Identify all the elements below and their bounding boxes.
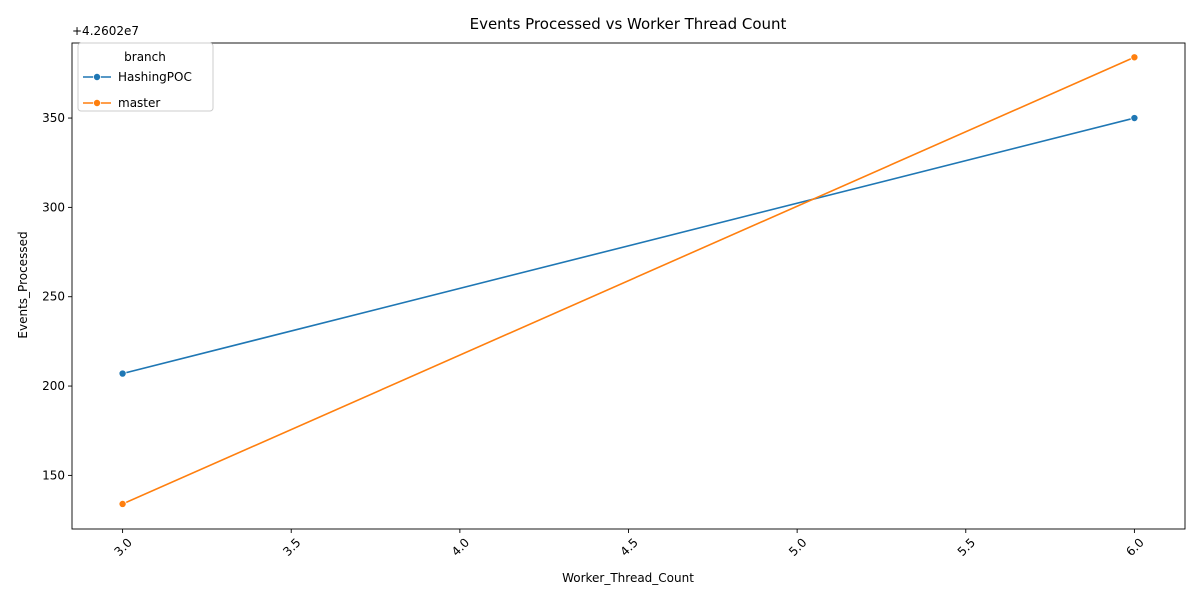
- x-axis-label: Worker_Thread_Count: [562, 571, 694, 585]
- x-tick-label: 6.0: [1123, 535, 1146, 558]
- data-point-master: [118, 499, 127, 508]
- x-tick-label: 3.5: [280, 535, 303, 558]
- plot-area: [71, 42, 1186, 530]
- x-tick-label: 4.5: [617, 535, 640, 558]
- legend-label: master: [118, 96, 160, 110]
- y-tick-label: 300: [42, 200, 65, 214]
- series-line-hashingpoc: [122, 117, 1135, 375]
- x-axis-ticks: 3.0 3.5 4.0 4.5 5.0 5.5 6.0: [112, 529, 1147, 559]
- legend-title: branch: [124, 50, 166, 64]
- data-point-hashingpoc: [118, 369, 127, 378]
- legend-label: HashingPOC: [118, 70, 192, 84]
- y-tick-label: 350: [42, 111, 65, 125]
- data-point-master: [1130, 53, 1139, 62]
- axes-frame: [71, 42, 1186, 530]
- y-axis-ticks: 150 200 250 300 350: [42, 111, 72, 482]
- x-tick-label: 4.0: [449, 535, 472, 558]
- legend-box: [77, 42, 214, 112]
- chart-title: Events Processed vs Worker Thread Count: [470, 15, 787, 33]
- legend-entries: HashingPOC master: [83, 70, 192, 110]
- y-axis-label: Events_Processed: [16, 231, 30, 338]
- x-tick-label: 3.0: [112, 535, 135, 558]
- series-line-master: [122, 56, 1135, 505]
- x-tick-label: 5.5: [955, 535, 978, 558]
- legend-swatch-marker: [93, 73, 102, 82]
- y-tick-label: 150: [42, 468, 65, 482]
- data-point-hashingpoc: [1130, 114, 1139, 123]
- legend: branch HashingPOC master: [77, 42, 214, 112]
- legend-swatch-marker: [93, 99, 102, 108]
- x-tick-label: 5.0: [786, 535, 809, 558]
- y-offset-label: +4.2602e7: [72, 24, 139, 38]
- y-tick-label: 250: [42, 290, 65, 304]
- y-tick-label: 200: [42, 379, 65, 393]
